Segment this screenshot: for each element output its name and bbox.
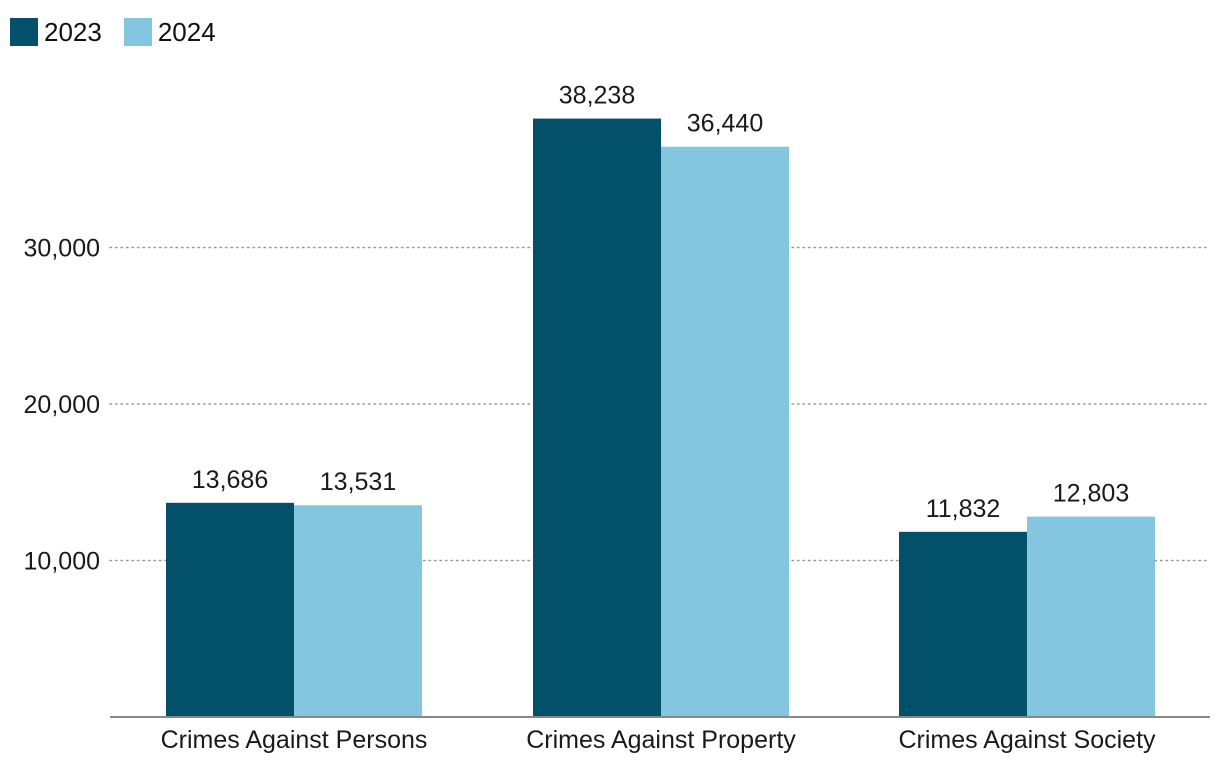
legend-swatch-2023	[10, 18, 38, 46]
data-label-2023-2: 11,832	[926, 495, 1001, 523]
legend-swatch-2024	[123, 18, 152, 46]
bar-2023-0	[166, 502, 294, 717]
bar-2024-0	[294, 505, 422, 717]
x-tick-label-0: Crimes Against Persons	[161, 726, 428, 754]
bar-2024-1	[661, 146, 789, 718]
data-labels: 13,686 38,238 11,832 13,531 36,440 12,803	[192, 82, 1129, 523]
x-tick-label-1: Crimes Against Property	[526, 726, 796, 754]
legend-label-2024: 2024	[157, 17, 216, 47]
y-tick-label: 30,000	[24, 235, 100, 263]
y-tick-label: 20,000	[24, 391, 100, 419]
data-label-2024-2: 12,803	[1053, 480, 1129, 508]
legend: 2023 2024	[10, 18, 216, 46]
y-tick-label: 10,000	[24, 548, 100, 576]
legend-item-2024: 2024	[123, 17, 216, 47]
axes: 10,000 20,000 30,000 Crimes Against Persons…	[24, 235, 1210, 754]
data-label-2023-0: 13,686	[192, 466, 268, 494]
data-label-2023-1: 38,238	[559, 82, 635, 110]
bar-2024-2	[1027, 516, 1155, 717]
legend-label-2023: 2023	[44, 17, 102, 47]
bar-2023-1	[533, 118, 661, 717]
bars	[166, 118, 1155, 718]
bar-2023-2	[899, 531, 1027, 717]
legend-item-2023: 2023	[10, 18, 102, 46]
x-tick-label-2: Crimes Against Society	[898, 726, 1156, 754]
data-label-2024-0: 13,531	[320, 468, 396, 496]
data-label-2024-1: 36,440	[687, 110, 763, 138]
